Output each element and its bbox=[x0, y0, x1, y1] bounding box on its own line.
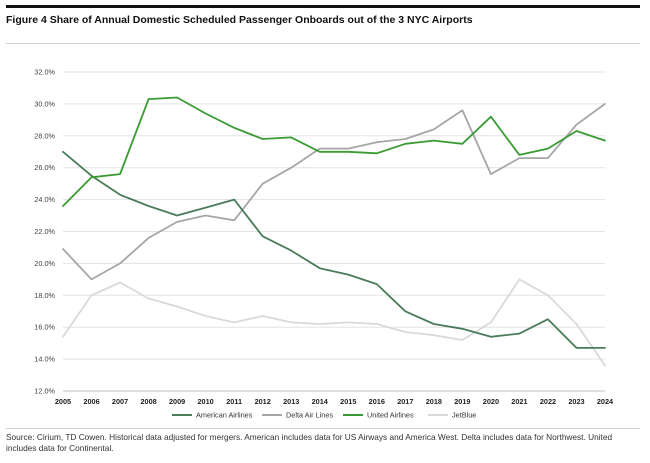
y-tick-label: 30.0% bbox=[34, 99, 55, 108]
series-layer bbox=[62, 96, 606, 367]
x-tick-label: 2008 bbox=[140, 397, 156, 406]
x-tick-label: 2010 bbox=[198, 397, 214, 406]
line-chart: 12.0% 14.0% 16.0% 18.0% 20.0% 22.0% 24.0% 26.0%… bbox=[34, 68, 614, 420]
x-tick-label: 2013 bbox=[283, 397, 299, 406]
x-tick-label: 2021 bbox=[511, 397, 527, 406]
x-tick-label: 2018 bbox=[426, 397, 442, 406]
title-rule bbox=[6, 43, 640, 44]
x-tick-label: 2014 bbox=[312, 397, 329, 406]
x-tick-label: 2011 bbox=[226, 397, 242, 406]
top-rule bbox=[6, 5, 640, 8]
bottom-rule bbox=[6, 428, 640, 429]
y-axis: 12.0% 14.0% 16.0% 18.0% 20.0% 22.0% 24.0% 26.0%… bbox=[34, 68, 55, 396]
figure-title: Figure 4 Share of Annual Domestic Schedu… bbox=[6, 14, 473, 26]
y-tick-label: 28.0% bbox=[34, 131, 55, 140]
y-tick-label: 26.0% bbox=[34, 163, 55, 172]
grid-layer bbox=[63, 71, 605, 392]
legend: American Airlines Delta Air Lines United A… bbox=[172, 411, 476, 420]
legend-label: JetBlue bbox=[452, 411, 476, 420]
y-tick-label: 20.0% bbox=[34, 259, 55, 268]
y-tick-label: 14.0% bbox=[34, 355, 55, 364]
x-tick-label: 2012 bbox=[255, 397, 271, 406]
y-tick-label: 18.0% bbox=[34, 291, 55, 300]
legend-label: American Airlines bbox=[196, 411, 253, 420]
series-line-jetblue bbox=[62, 278, 606, 367]
x-tick-label: 2016 bbox=[369, 397, 385, 406]
legend-label: United Airlines bbox=[367, 411, 414, 420]
x-tick-label: 2022 bbox=[540, 397, 556, 406]
legend-label: Delta Air Lines bbox=[286, 411, 333, 420]
y-tick-label: 32.0% bbox=[34, 68, 55, 77]
series-line-delta-air-lines bbox=[62, 103, 606, 281]
x-tick-label: 2015 bbox=[340, 397, 356, 406]
y-tick-label: 22.0% bbox=[34, 227, 55, 236]
x-tick-label: 2005 bbox=[55, 397, 71, 406]
x-tick-label: 2009 bbox=[169, 397, 185, 406]
x-tick-label: 2024 bbox=[597, 397, 614, 406]
series-line-united-airlines bbox=[62, 96, 606, 207]
series-line-american-airlines bbox=[62, 150, 606, 349]
source-note: Source: Cirium, TD Cowen. Historical dat… bbox=[6, 432, 613, 453]
y-tick-label: 12.0% bbox=[34, 387, 55, 396]
x-tick-label: 2019 bbox=[454, 397, 470, 406]
y-tick-label: 24.0% bbox=[34, 195, 55, 204]
x-tick-label: 2020 bbox=[483, 397, 499, 406]
x-tick-label: 2023 bbox=[568, 397, 584, 406]
x-tick-label: 2017 bbox=[397, 397, 413, 406]
x-axis: 2005 2006 2007 2008 2009 2010 2011 2012 2013 2014… bbox=[55, 397, 614, 406]
x-tick-label: 2006 bbox=[83, 397, 99, 406]
y-tick-label: 16.0% bbox=[34, 323, 55, 332]
x-tick-label: 2007 bbox=[112, 397, 128, 406]
